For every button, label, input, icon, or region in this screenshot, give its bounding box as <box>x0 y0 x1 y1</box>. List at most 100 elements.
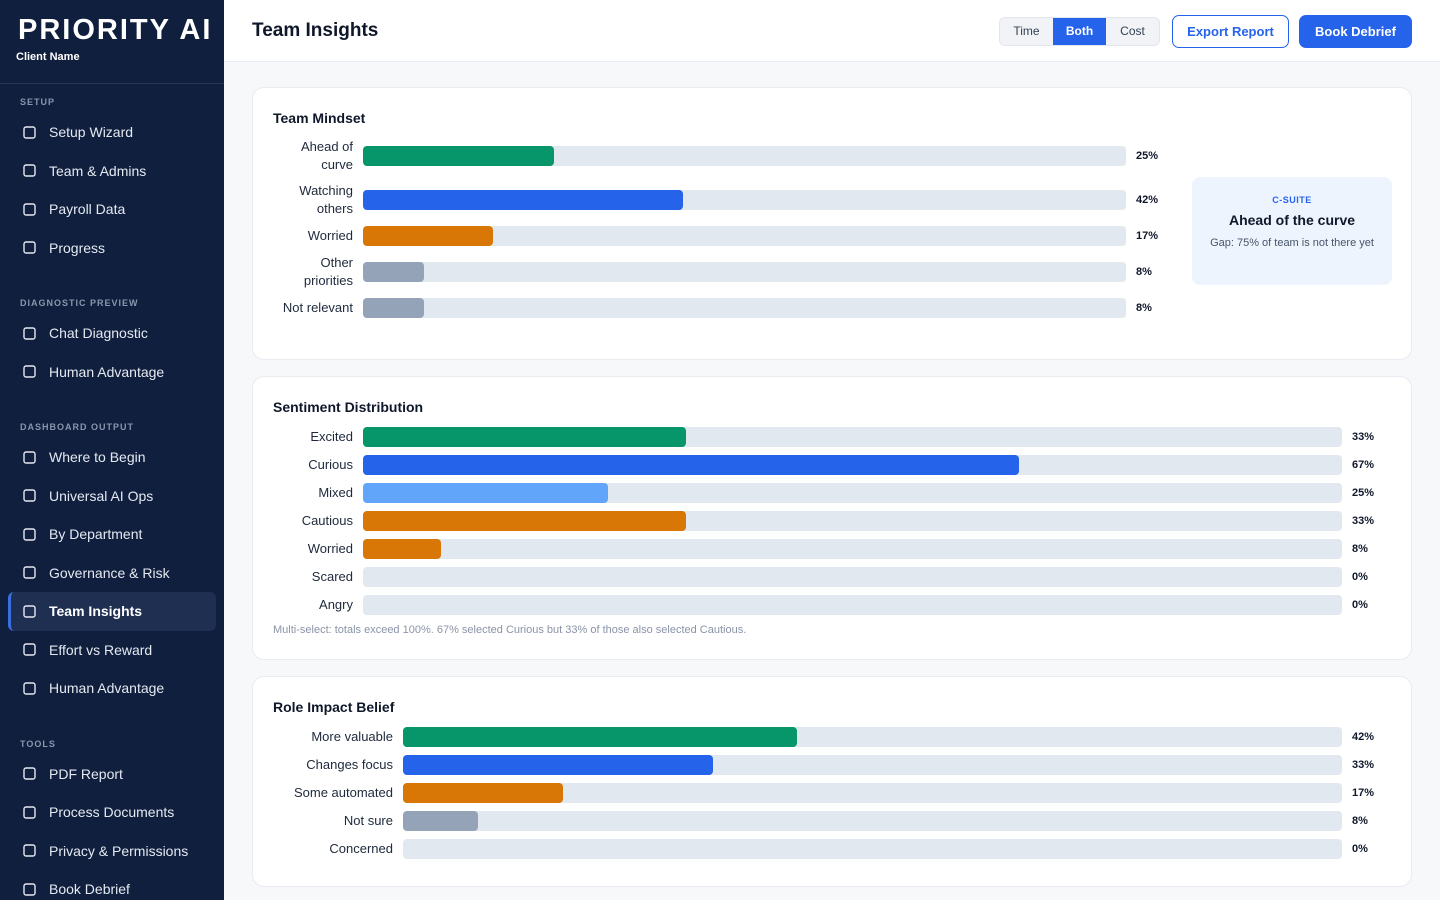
value-label: 42% <box>1352 731 1375 743</box>
nav-item[interactable]: Book Debrief <box>8 870 216 900</box>
bar <box>363 511 687 531</box>
nav-icon <box>23 528 36 541</box>
bar-track <box>403 811 1342 831</box>
bar-row: Worried 17% <box>273 226 1158 246</box>
nav-section: DASHBOARD OUTPUT Where to Begin Universal … <box>0 421 224 708</box>
nav-label: Setup Wizard <box>49 124 134 141</box>
callout: C-SUITE Ahead of the curve Gap: 75% of tea… <box>1192 177 1392 285</box>
nav-label: By Department <box>49 526 143 543</box>
nav-item[interactable]: Where to Begin <box>8 438 216 477</box>
nav-label: PDF Report <box>49 765 123 782</box>
bar-label: Scared <box>311 569 353 584</box>
bar-label: Changes focus <box>306 757 393 772</box>
toggle-option[interactable]: Both <box>1053 18 1106 45</box>
bar <box>403 783 563 803</box>
chart-title: Team Mindset <box>273 110 366 126</box>
bar-label: Not relevant <box>282 300 353 315</box>
nav-label: Effort vs Reward <box>49 641 153 658</box>
bar-track <box>363 539 1342 559</box>
section-title: DASHBOARD OUTPUT <box>20 422 134 432</box>
nav-section: DIAGNOSTIC PREVIEW Chat Diagnostic Human A… <box>0 297 224 391</box>
bar <box>363 226 493 246</box>
bar <box>403 755 713 775</box>
nav-label: Privacy & Permissions <box>49 842 189 859</box>
nav-item[interactable]: Human Advantage <box>8 669 216 708</box>
value-label: 67% <box>1352 459 1375 471</box>
bar-label: Concerned <box>329 841 393 856</box>
divider <box>0 83 224 84</box>
bar-row: Cautious 33% <box>273 511 1374 531</box>
chart-note: Multi-select: totals exceed 100%. 67% se… <box>273 624 747 636</box>
bar-track <box>363 226 1126 246</box>
bar-label: Worried <box>307 541 353 556</box>
bar-label: Some automated <box>293 785 393 800</box>
nav-item[interactable]: Effort vs Reward <box>8 631 216 670</box>
nav-item[interactable]: Human Advantage <box>8 353 216 392</box>
nav-item[interactable]: Process Documents <box>8 793 216 832</box>
nav-item[interactable]: Team Insights <box>8 592 216 631</box>
nav-item[interactable]: By Department <box>8 515 216 554</box>
nav-item[interactable]: Payroll Data <box>8 190 216 229</box>
nav-item[interactable]: PDF Report <box>8 755 216 794</box>
nav-icon <box>23 489 36 502</box>
nav-icon <box>23 605 36 618</box>
nav-icon <box>23 806 36 819</box>
nav-label: Book Debrief <box>49 881 130 898</box>
export-button[interactable]: Export Report <box>1172 15 1289 48</box>
bar-label: Not sure <box>343 813 393 828</box>
bar-row: Watching others 42% <box>273 182 1158 218</box>
nav-item[interactable]: Setup Wizard <box>8 113 216 152</box>
value-label: 0% <box>1352 843 1368 855</box>
callout-text: Gap: 75% of team is not there yet <box>1210 237 1374 249</box>
bar <box>363 262 425 282</box>
nav-item[interactable]: Privacy & Permissions <box>8 832 216 871</box>
bar-label: Ahead of curve <box>300 139 353 172</box>
bar-track <box>363 595 1342 615</box>
bar-track <box>363 427 1342 447</box>
section-title: TOOLS <box>20 738 56 749</box>
nav-item[interactable]: Chat Diagnostic <box>8 314 216 353</box>
bar-track <box>363 262 1126 282</box>
bar <box>363 427 687 447</box>
nav-icon <box>23 451 36 464</box>
nav-icon <box>23 164 36 177</box>
bar-track <box>363 483 1342 503</box>
nav-item[interactable]: Governance & Risk <box>8 554 216 593</box>
bar <box>403 811 479 831</box>
client-name: Client Name <box>16 51 80 63</box>
value-label: 25% <box>1136 150 1159 162</box>
nav-item[interactable]: Team & Admins <box>8 152 216 191</box>
nav-label: Team & Admins <box>49 162 147 179</box>
nav-label: Chat Diagnostic <box>49 325 148 342</box>
book-button[interactable]: Book Debrief <box>1299 15 1412 48</box>
bar-row: Mixed 25% <box>273 483 1374 503</box>
nav-icon <box>23 365 36 378</box>
bar <box>363 298 425 318</box>
bar-row: Some automated 17% <box>273 783 1374 803</box>
nav-item[interactable]: Universal AI Ops <box>8 477 216 516</box>
toggle-option[interactable]: Cost <box>1120 24 1145 38</box>
nav-icon <box>23 126 36 139</box>
bar <box>363 455 1019 475</box>
topbar: Team Insights Time Both Cost Export Report… <box>224 0 1440 62</box>
bar-row: Not relevant 8% <box>273 298 1158 318</box>
bar-row: Not sure 8% <box>273 811 1374 831</box>
nav-icon <box>23 643 36 656</box>
bar-track <box>363 511 1342 531</box>
bar-row: Other priorities 8% <box>273 254 1158 290</box>
bar-label: Mixed <box>318 485 353 500</box>
nav-label: Progress <box>49 239 106 256</box>
bar-rows: Ahead of curve 25% Watching others 42% Worri… <box>273 138 1158 318</box>
value-label: 33% <box>1352 515 1375 527</box>
chart-card: Sentiment Distribution Excited 33% Curious 6… <box>252 376 1412 660</box>
value-label: 33% <box>1352 759 1375 771</box>
bar-track <box>403 727 1342 747</box>
chart-card: Team Mindset Ahead of curve 25% Watching ot… <box>252 87 1412 360</box>
bar-label: Worried <box>307 228 353 243</box>
bar-row: More valuable 42% <box>273 727 1374 747</box>
nav-label: Human Advantage <box>49 363 165 380</box>
bar-label: Curious <box>308 457 353 472</box>
toggle-option[interactable]: Time <box>1013 24 1040 38</box>
nav-item[interactable]: Progress <box>8 229 216 268</box>
